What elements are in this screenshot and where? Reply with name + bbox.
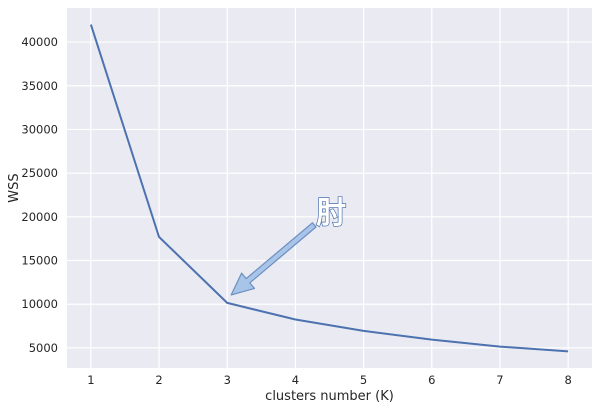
y-tick-label: 15000	[21, 254, 58, 268]
y-tick-label: 20000	[21, 210, 58, 224]
y-tick-label: 5000	[29, 341, 58, 355]
x-tick-label: 2	[155, 373, 162, 387]
x-tick-label: 4	[292, 373, 299, 387]
x-axis-label: clusters number (K)	[265, 389, 394, 404]
x-tick-label: 8	[564, 373, 571, 387]
x-tick-label: 3	[224, 373, 231, 387]
x-tick-label: 5	[360, 373, 367, 387]
y-axis-label: WSS	[7, 173, 22, 202]
y-tick-label: 35000	[21, 79, 58, 93]
plot-background	[67, 8, 592, 368]
series-line	[89, 24, 569, 353]
x-tick-label: 7	[496, 373, 503, 387]
series	[89, 24, 569, 353]
annotation: 肘	[230, 195, 347, 296]
y-tick-label: 25000	[21, 166, 58, 180]
x-tick-labels: 1 2 3 4 5 6 7 8	[87, 373, 572, 387]
grid	[67, 8, 592, 368]
y-tick-label: 10000	[21, 297, 58, 311]
x-tick-label: 1	[87, 373, 94, 387]
annotation-arrow	[230, 222, 317, 296]
y-tick-label: 40000	[21, 35, 58, 49]
y-tick-labels: 5000 10000 15000 20000 25000 30000 35000 40000	[21, 35, 58, 355]
annotation-text: 肘	[316, 196, 346, 231]
y-tick-label: 30000	[21, 122, 58, 136]
x-tick-label: 6	[428, 373, 435, 387]
